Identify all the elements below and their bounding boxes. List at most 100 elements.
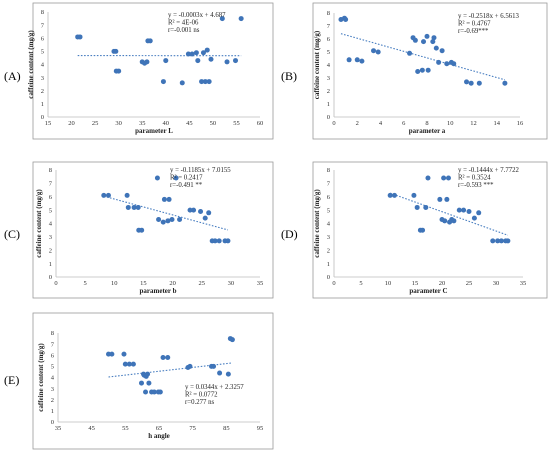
- x-tick-label: 0: [332, 120, 335, 127]
- regression-annotation: R² = 0.3524: [458, 175, 491, 182]
- y-tick-label: 4: [327, 221, 331, 228]
- data-point: [451, 61, 457, 67]
- y-tick-label: 2: [49, 247, 52, 254]
- y-tick-label: 1: [327, 101, 330, 108]
- x-tick-label: 5: [84, 280, 87, 287]
- x-tick-label: 20: [169, 280, 176, 287]
- regression-annotation: y = -0.1444x + 7.7722: [458, 167, 520, 174]
- data-point: [145, 371, 151, 377]
- y-tick-label: 8: [41, 9, 44, 16]
- data-point: [431, 35, 437, 41]
- chart-frame: [32, 161, 274, 299]
- x-tick-label: 60: [257, 120, 264, 127]
- x-tick-label: 35: [520, 280, 527, 287]
- x-tick-label: 25: [198, 280, 205, 287]
- y-tick-label: 4: [327, 62, 331, 69]
- y-tick-label: 7: [327, 23, 331, 30]
- data-point: [498, 238, 504, 244]
- data-point: [151, 389, 157, 395]
- regression-annotation: R² = 0.0772: [185, 392, 218, 399]
- data-point: [464, 79, 470, 85]
- y-tick-label: 3: [51, 386, 54, 393]
- x-tick-label: 5: [359, 280, 362, 287]
- chart-frame: [312, 161, 548, 299]
- data-point: [433, 45, 439, 51]
- y-tick-label: 7: [41, 22, 45, 29]
- data-point: [130, 361, 136, 367]
- data-point: [146, 380, 152, 386]
- data-point: [471, 215, 477, 221]
- x-tick-label: 35: [257, 280, 264, 287]
- x-tick-label: 20: [68, 120, 75, 127]
- x-tick-label: 35: [139, 120, 146, 127]
- data-point: [160, 219, 166, 225]
- chart-frame: [32, 2, 274, 140]
- x-tick-label: 10: [385, 280, 392, 287]
- data-point: [122, 361, 128, 367]
- y-tick-label: 8: [327, 10, 330, 17]
- data-point: [131, 204, 137, 210]
- data-point: [430, 39, 436, 45]
- x-tick-label: 30: [115, 120, 122, 127]
- data-point: [411, 192, 417, 198]
- x-tick-label: 30: [228, 280, 235, 287]
- data-point: [195, 58, 201, 64]
- y-axis-title: caffeine content (mg/g): [35, 189, 43, 258]
- y-tick-label: 8: [327, 167, 330, 174]
- panel-label: (C): [4, 227, 20, 241]
- x-tick-label: 95: [257, 425, 264, 432]
- data-point: [116, 68, 122, 74]
- data-point: [126, 361, 132, 367]
- data-point: [138, 380, 144, 386]
- data-point: [442, 218, 448, 224]
- x-tick-label: 35: [55, 425, 62, 432]
- chart-panel-4: (D) 0 5 10 15 20 25 30 35 0 1 2 3 4 5 6 7 8 parameter C caf…: [281, 161, 548, 299]
- chart-frame: [32, 312, 274, 450]
- panel-label: (A): [4, 69, 21, 83]
- y-tick-label: 7: [327, 181, 331, 188]
- data-point: [163, 58, 169, 64]
- y-tick-label: 7: [49, 181, 53, 188]
- data-point: [177, 216, 183, 222]
- x-tick-label: 15: [412, 280, 419, 287]
- data-point: [200, 50, 206, 56]
- data-point: [216, 238, 222, 244]
- data-point: [189, 51, 195, 57]
- data-point: [156, 216, 162, 222]
- data-point: [105, 192, 111, 198]
- data-point: [185, 51, 191, 57]
- x-axis-title: parameter b: [140, 287, 177, 295]
- data-point: [425, 175, 431, 181]
- y-tick-label: 6: [49, 194, 53, 201]
- y-tick-label: 1: [327, 261, 330, 268]
- x-tick-label: 0: [332, 280, 335, 287]
- data-point: [468, 80, 474, 86]
- y-tick-label: 8: [51, 330, 54, 337]
- y-axis-title: caffeine content (mg/g): [313, 30, 321, 99]
- data-point: [387, 192, 393, 198]
- x-tick-label: 45: [88, 425, 95, 432]
- y-axis-title: caffeine content (mg/g): [27, 30, 35, 99]
- data-point: [412, 37, 418, 43]
- x-tick-label: 25: [466, 280, 473, 287]
- data-point: [169, 216, 175, 222]
- data-point: [208, 56, 214, 62]
- data-point: [490, 238, 496, 244]
- data-point: [224, 59, 230, 65]
- x-tick-label: 55: [233, 120, 240, 127]
- data-point: [346, 57, 352, 63]
- chart-panel-1: (A)15 20 25 30 35 40 45 50 55 60012345678paramete…: [4, 2, 274, 140]
- data-point: [359, 58, 365, 64]
- data-point: [187, 363, 193, 369]
- x-tick-label: 25: [92, 120, 99, 127]
- y-tick-label: 4: [51, 375, 55, 382]
- regression-annotation: R² = 0.4767: [458, 21, 491, 28]
- data-point: [157, 389, 163, 395]
- regression-annotation: r=-0.593 ***: [458, 182, 494, 189]
- y-tick-label: 7: [51, 341, 55, 348]
- y-tick-label: 6: [327, 194, 331, 201]
- data-point: [166, 196, 172, 202]
- x-axis-title: parameter C: [409, 287, 447, 295]
- x-tick-label: 50: [210, 120, 217, 127]
